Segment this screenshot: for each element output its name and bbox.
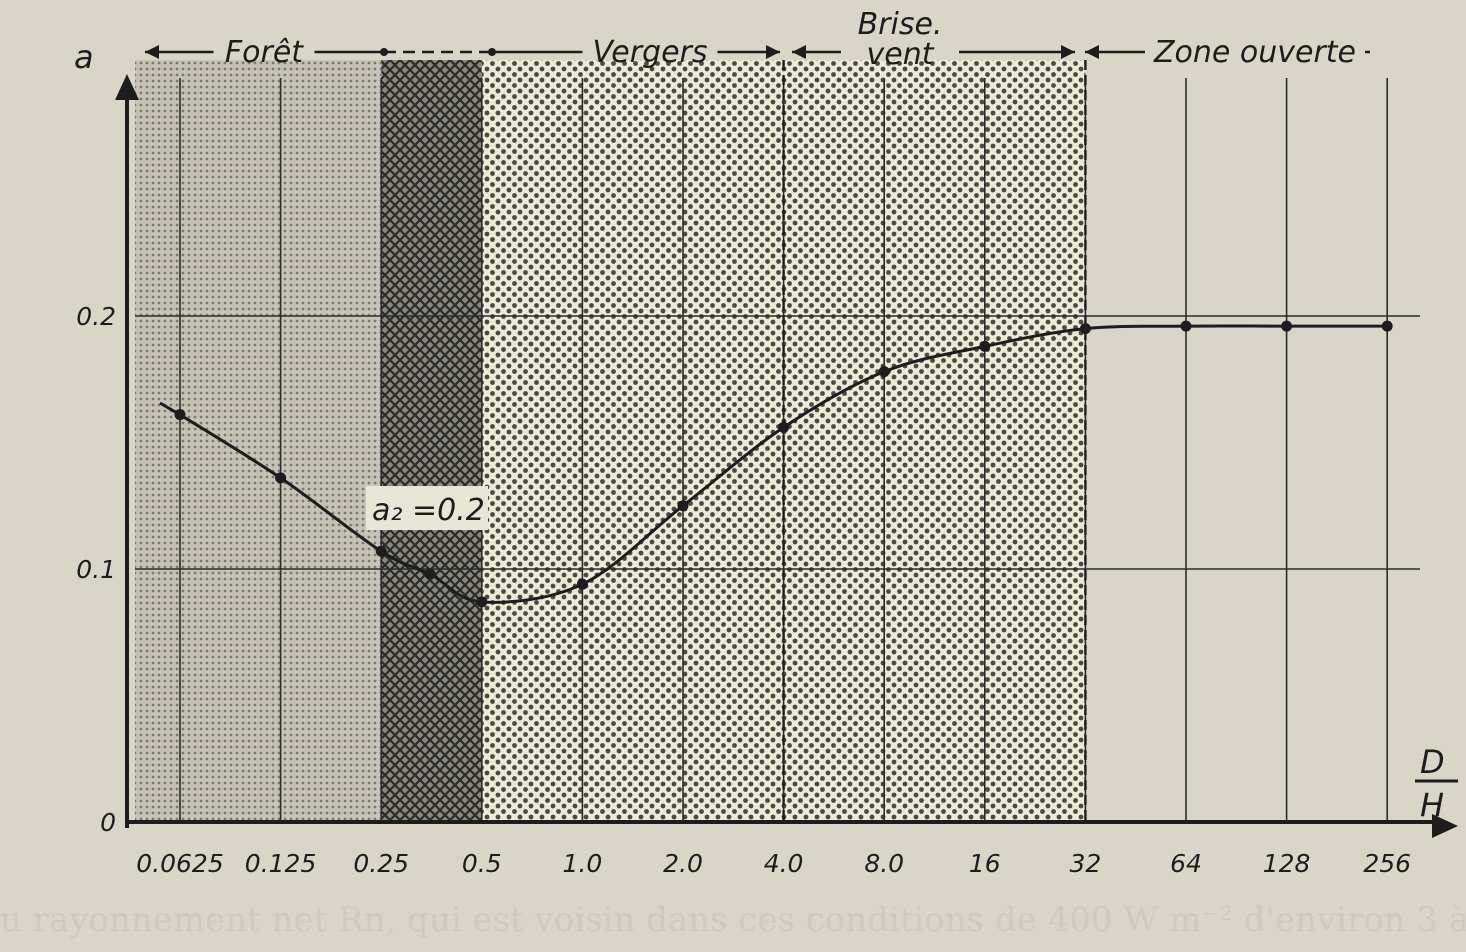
zone-label-3: Brise. <box>858 7 943 42</box>
data-point-8 <box>878 366 890 378</box>
x-tick-label-9: 32 <box>1069 849 1101 878</box>
data-point-0 <box>174 409 186 421</box>
y-axis-arrow <box>115 74 139 100</box>
data-point-4 <box>476 596 488 608</box>
zone-arrowhead-left-3 <box>792 45 806 59</box>
zone-arrowhead-right-3 <box>1061 45 1075 59</box>
x-tick-label-7: 8.0 <box>864 849 904 878</box>
zones-layer <box>135 60 1086 822</box>
data-point-7 <box>778 421 790 433</box>
footer-text: u rayonnement net Rn, qui est voisin dan… <box>0 900 1466 940</box>
x-tick-label-0: 0.0625 <box>136 849 223 878</box>
data-point-9 <box>979 340 991 352</box>
x-tick-label-6: 4.0 <box>764 849 804 878</box>
axes-layer <box>115 74 1458 838</box>
data-point-10 <box>1079 323 1091 335</box>
zone-arrowhead-left-4 <box>1085 45 1099 59</box>
x-tick-label-4: 1.0 <box>563 849 603 878</box>
zone-band-0 <box>135 60 382 822</box>
x-tick-label-8: 16 <box>969 849 1001 878</box>
zone-band-2 <box>481 60 784 822</box>
x-tick-label-1: 0.125 <box>245 849 317 878</box>
annotation-backdrop <box>366 486 488 530</box>
zone-band-1 <box>381 60 482 822</box>
annotation-a2: a₂ =0.2 <box>372 493 485 528</box>
data-point-5 <box>576 578 588 590</box>
grid-layer <box>135 60 1420 822</box>
data-point-1 <box>275 472 287 484</box>
zone-band-3 <box>783 60 1086 822</box>
y-tick-label-2: 0.2 <box>76 302 116 331</box>
x-tick-label-10: 64 <box>1170 849 1202 878</box>
data-point-3 <box>424 568 436 580</box>
y-tick-label-0: 0 <box>100 808 116 837</box>
x-tick-label-2: 0.25 <box>353 849 409 878</box>
zone-arrowhead-right-2 <box>766 45 780 59</box>
data-point-2 <box>375 545 387 557</box>
x-tick-label-11: 128 <box>1263 849 1311 878</box>
x-tick-label-3: 0.5 <box>462 849 502 878</box>
zone-arrowhead-left-0 <box>145 45 159 59</box>
series-layer <box>159 320 1393 608</box>
x-tick-label-12: 256 <box>1363 849 1411 878</box>
y-tick-label-1: 0.1 <box>76 555 116 584</box>
y-axis-label: a <box>74 38 94 76</box>
data-point-12 <box>1281 320 1293 332</box>
ticks-layer: 0.0625 0.125 0.25 0.5 1.0 2.0 4.0 8.0 16 32 64 128 2… <box>76 302 1411 878</box>
x-axis-arrow <box>1432 814 1458 838</box>
x-tick-label-5: 2.0 <box>663 849 703 878</box>
zone-header-layer: Forêt Vergers Brise. Zone ouverte vent <box>145 7 1370 72</box>
data-point-13 <box>1381 320 1393 332</box>
x-axis-label-denominator: H <box>1420 786 1444 824</box>
zone-label-4: Zone ouverte <box>1153 35 1356 70</box>
data-point-6 <box>677 500 689 512</box>
x-axis-label-numerator: D <box>1420 743 1445 781</box>
data-point-11 <box>1180 320 1192 332</box>
zone-label-0: Forêt <box>225 35 304 70</box>
zone-label-2: Vergers <box>592 35 707 70</box>
zone-label-3-line2: vent <box>867 37 935 72</box>
